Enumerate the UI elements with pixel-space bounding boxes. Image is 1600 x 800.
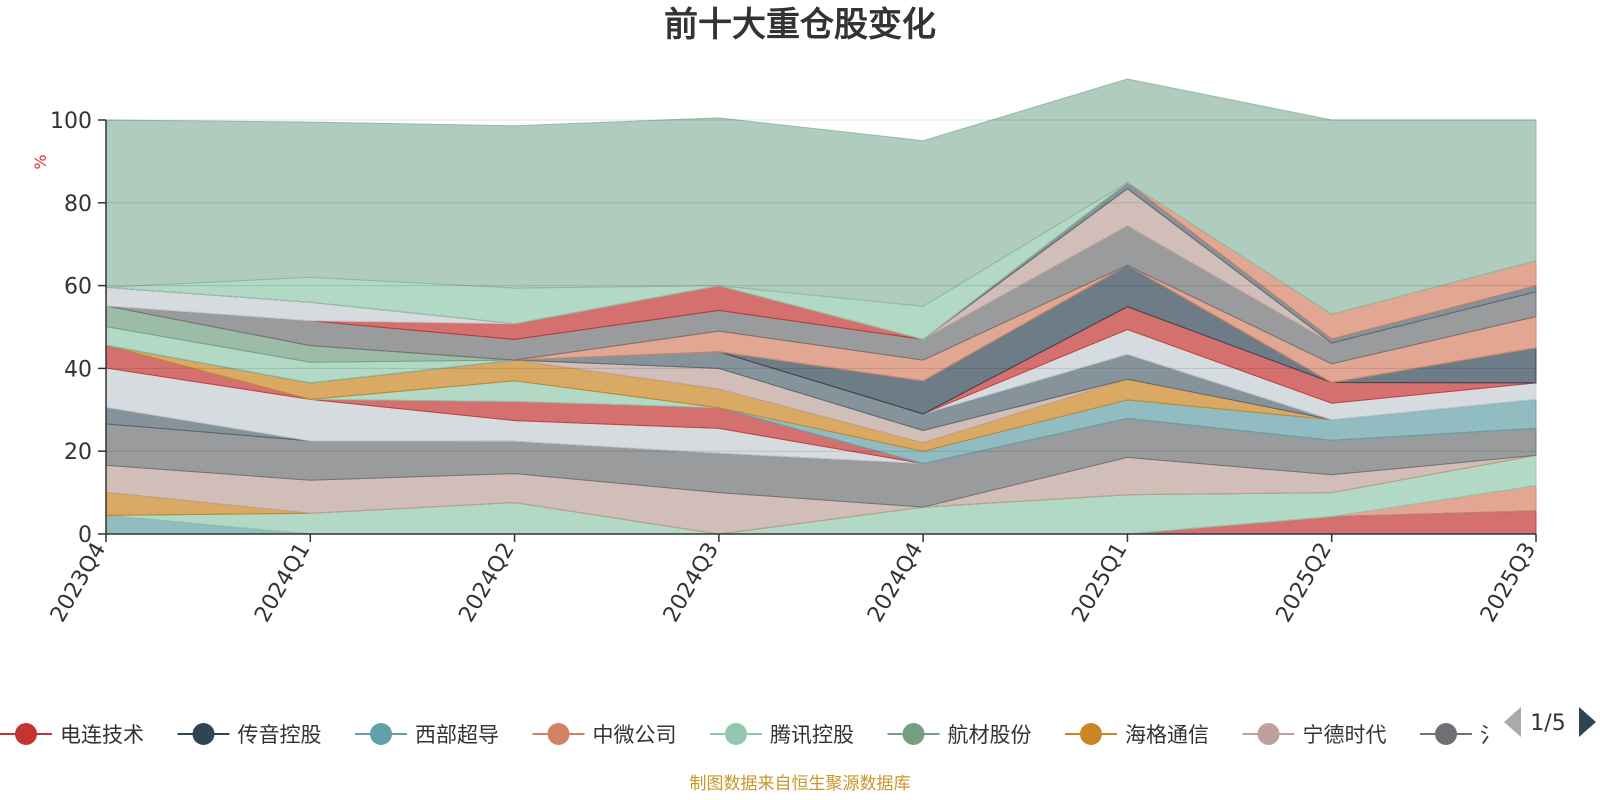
legend-label: 氵 <box>1480 723 1501 747</box>
axes <box>98 119 1537 542</box>
legend-label: 航材股份 <box>948 723 1032 747</box>
y-tick-label: 20 <box>64 440 92 465</box>
legend-next-page-icon[interactable] <box>1579 707 1596 737</box>
chart-title: 前十大重仓股变化 <box>664 5 936 45</box>
legend-page-indicator: 1/5 <box>1530 711 1565 736</box>
data-source-note: 制图数据来自恒生聚源数据库 <box>690 774 911 794</box>
legend-marker <box>1435 723 1457 745</box>
x-tick-label: 2025Q3 <box>1476 539 1541 627</box>
area-series-31 <box>105 78 1537 315</box>
legend-marker <box>15 723 37 745</box>
y-tick-label: 100 <box>50 109 92 134</box>
legend-marker <box>192 723 215 745</box>
y-axis-unit: % <box>31 154 50 169</box>
legend-marker <box>370 723 392 745</box>
legend-pager: 1/5 <box>1504 707 1596 737</box>
grid-lines <box>106 119 1536 452</box>
y-tick-label: 80 <box>64 192 92 217</box>
legend-item[interactable]: 海格通信 <box>1065 723 1209 747</box>
x-tick-labels: 2023Q4 2024Q1 2024Q2 2024Q3 2024Q4 2025Q1 2025… <box>46 539 1541 627</box>
legend-item[interactable]: 宁德时代 <box>1242 723 1387 747</box>
legend-marker <box>547 723 570 745</box>
legend-label: 宁德时代 <box>1303 723 1387 747</box>
legend-item[interactable]: 航材股份 <box>887 723 1032 747</box>
legend-item[interactable]: 电连技术 <box>0 723 144 747</box>
legend: 电连技术 传音控股 西部超导 中微公司 腾讯控股 航材股份 海格通信 宁德时代 氵 <box>0 723 1501 747</box>
legend-label: 电连技术 <box>60 723 144 747</box>
legend-item[interactable]: 西部超导 <box>355 723 499 747</box>
legend-label: 传音控股 <box>238 723 322 747</box>
y-tick-label: 0 <box>78 523 92 548</box>
legend-label: 中微公司 <box>593 723 677 747</box>
legend-item[interactable]: 腾讯控股 <box>710 723 854 747</box>
legend-item[interactable]: 传音控股 <box>177 723 322 747</box>
y-tick-labels: 0 20 40 60 80 100 <box>50 109 92 548</box>
x-tick-label: 2024Q3 <box>659 539 724 627</box>
legend-label: 西部超导 <box>415 723 499 747</box>
y-tick-label: 40 <box>64 357 92 382</box>
legend-item[interactable]: 中微公司 <box>532 723 677 747</box>
legend-label: 腾讯控股 <box>770 723 854 747</box>
stacked-areas <box>105 78 1537 535</box>
y-tick-label: 60 <box>64 275 92 300</box>
x-tick-label: 2024Q2 <box>454 539 519 627</box>
legend-marker <box>1257 723 1280 745</box>
x-tick-label: 2025Q2 <box>1272 539 1337 627</box>
x-tick-label: 2025Q1 <box>1067 539 1132 627</box>
legend-prev-page-icon[interactable] <box>1504 707 1521 737</box>
x-tick-label: 2024Q1 <box>250 539 315 627</box>
x-tick-label: 2024Q4 <box>863 539 928 627</box>
legend-marker <box>902 723 925 745</box>
legend-item[interactable]: 氵 <box>1420 723 1501 747</box>
x-tick-label: 2023Q4 <box>46 539 111 627</box>
legend-label: 海格通信 <box>1125 723 1209 747</box>
legend-marker <box>725 723 747 745</box>
legend-marker <box>1080 723 1102 745</box>
